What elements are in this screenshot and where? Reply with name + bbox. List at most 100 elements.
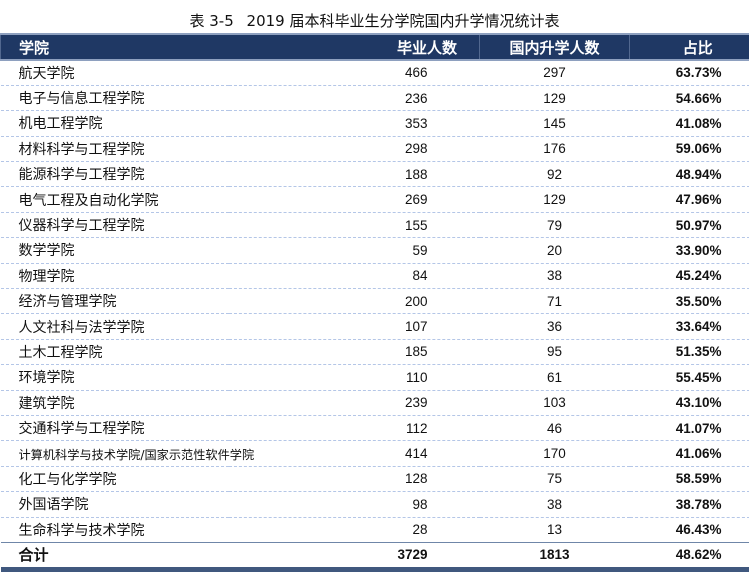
ratio-value: 35.50% xyxy=(629,288,749,315)
table-row: 化工与化学学院 128 75 58.59% xyxy=(0,466,749,493)
table-row: 航天学院 466 297 63.73% xyxy=(0,60,749,86)
college-name: 化工与化学学院 xyxy=(0,466,229,493)
table-body: 航天学院 466 297 63.73% 电子与信息工程学院 236 129 54.66% 机电工… xyxy=(0,60,749,543)
domestic-study-count: 297 xyxy=(479,60,630,86)
ratio-value: 54.66% xyxy=(629,85,749,112)
college-name: 建筑学院 xyxy=(0,390,229,416)
graduates-count: 112 xyxy=(228,415,480,442)
ratio-value: 55.45% xyxy=(629,364,749,391)
college-name: 生命科学与技术学院 xyxy=(0,517,229,543)
domestic-study-count: 46 xyxy=(479,415,630,442)
domestic-study-count: 170 xyxy=(479,440,630,467)
college-name: 电子与信息工程学院 xyxy=(0,85,229,112)
ratio-value: 46.43% xyxy=(629,517,749,543)
table-row: 电气工程及自动化学院 269 129 47.96% xyxy=(0,186,749,213)
graduates-count: 128 xyxy=(228,466,480,493)
graduates-count: 200 xyxy=(228,288,480,315)
college-name: 机电工程学院 xyxy=(0,110,229,137)
college-name: 经济与管理学院 xyxy=(0,288,229,315)
graduates-count: 188 xyxy=(228,161,480,188)
graduates-count: 269 xyxy=(228,186,480,213)
graduates-count: 239 xyxy=(228,390,480,416)
domestic-study-count: 75 xyxy=(479,466,630,493)
domestic-study-count: 38 xyxy=(479,491,630,518)
ratio-value: 43.10% xyxy=(629,390,749,416)
domestic-study-count: 145 xyxy=(479,110,630,137)
domestic-study-count: 61 xyxy=(479,364,630,391)
ratio-value: 45.24% xyxy=(629,263,749,290)
ratio-value: 51.35% xyxy=(629,339,749,366)
header-domestic-study: 国内升学人数 xyxy=(479,33,630,61)
table-row: 生命科学与技术学院 28 13 46.43% xyxy=(0,517,749,543)
ratio-value: 41.08% xyxy=(629,110,749,137)
total-row: 合计 3729 1813 48.62% xyxy=(0,542,749,572)
college-name: 外国语学院 xyxy=(0,491,229,518)
college-name: 仪器科学与工程学院 xyxy=(0,212,229,239)
ratio-value: 50.97% xyxy=(629,212,749,239)
ratio-value: 33.64% xyxy=(629,313,749,340)
domestic-study-count: 129 xyxy=(479,85,630,112)
college-name: 土木工程学院 xyxy=(0,339,229,366)
table-row: 交通科学与工程学院 112 46 41.07% xyxy=(0,415,749,442)
table-row: 材料科学与工程学院 298 176 59.06% xyxy=(0,136,749,163)
ratio-value: 63.73% xyxy=(629,60,749,86)
ratio-value: 47.96% xyxy=(629,186,749,213)
graduates-count: 59 xyxy=(228,237,480,264)
domestic-study-count: 79 xyxy=(479,212,630,239)
header-college: 学院 xyxy=(0,33,229,61)
ratio-value: 33.90% xyxy=(629,237,749,264)
college-name: 物理学院 xyxy=(0,263,229,290)
college-name: 计算机科学与技术学院/国家示范性软件学院 xyxy=(0,440,254,467)
ratio-value: 48.94% xyxy=(629,161,749,188)
total-graduates: 3729 xyxy=(228,542,480,572)
header-ratio: 占比 xyxy=(629,33,749,61)
total-ratio: 48.62% xyxy=(629,542,749,572)
table-footer: 合计 3729 1813 48.62% xyxy=(0,542,749,572)
college-name: 能源科学与工程学院 xyxy=(0,161,229,188)
college-name: 数学学院 xyxy=(0,237,229,264)
domestic-study-count: 36 xyxy=(479,313,630,340)
college-name: 航天学院 xyxy=(0,60,229,86)
domestic-study-count: 92 xyxy=(479,161,630,188)
college-name: 交通科学与工程学院 xyxy=(0,415,229,442)
domestic-study-count: 176 xyxy=(479,136,630,163)
graduates-count: 236 xyxy=(228,85,480,112)
graduates-count: 466 xyxy=(228,60,480,86)
table-row: 计算机科学与技术学院/国家示范性软件学院 414 170 41.06% xyxy=(0,440,749,467)
table-row: 建筑学院 239 103 43.10% xyxy=(0,390,749,416)
graduate-domestic-study-table: 学院 毕业人数 国内升学人数 占比 航天学院 466 297 63.73% 电子与信息工… xyxy=(0,33,749,572)
table-row: 数学学院 59 20 33.90% xyxy=(0,237,749,264)
graduates-count: 414 xyxy=(228,440,480,467)
graduates-count: 155 xyxy=(228,212,480,239)
table-row: 人文社科与法学学院 107 36 33.64% xyxy=(0,313,749,340)
ratio-value: 41.07% xyxy=(629,415,749,442)
college-name: 材料科学与工程学院 xyxy=(0,136,229,163)
college-name: 电气工程及自动化学院 xyxy=(0,186,229,213)
graduates-count: 110 xyxy=(228,364,480,391)
graduates-count: 353 xyxy=(228,110,480,137)
domestic-study-count: 13 xyxy=(479,517,630,543)
domestic-study-count: 103 xyxy=(479,390,630,416)
total-label: 合计 xyxy=(0,542,229,572)
table-row: 电子与信息工程学院 236 129 54.66% xyxy=(0,85,749,112)
table-row: 土木工程学院 185 95 51.35% xyxy=(0,339,749,366)
domestic-study-count: 95 xyxy=(479,339,630,366)
graduates-count: 84 xyxy=(228,263,480,290)
graduates-count: 28 xyxy=(228,517,480,543)
table-row: 经济与管理学院 200 71 35.50% xyxy=(0,288,749,315)
ratio-value: 59.06% xyxy=(629,136,749,163)
domestic-study-count: 20 xyxy=(479,237,630,264)
table-caption: 2019 届本科毕业生分学院国内升学情况统计表 xyxy=(246,12,560,30)
table-row: 物理学院 84 38 45.24% xyxy=(0,263,749,290)
college-name: 环境学院 xyxy=(0,364,229,391)
table-row: 仪器科学与工程学院 155 79 50.97% xyxy=(0,212,749,239)
ratio-value: 58.59% xyxy=(629,466,749,493)
total-domestic-study: 1813 xyxy=(479,542,630,572)
graduates-count: 107 xyxy=(228,313,480,340)
graduates-count: 298 xyxy=(228,136,480,163)
domestic-study-count: 129 xyxy=(479,186,630,213)
table-header: 学院 毕业人数 国内升学人数 占比 xyxy=(0,33,749,61)
ratio-value: 41.06% xyxy=(629,440,749,467)
graduates-count: 185 xyxy=(228,339,480,366)
table-title: 表 3-5 2019 届本科毕业生分学院国内升学情况统计表 xyxy=(0,10,749,31)
